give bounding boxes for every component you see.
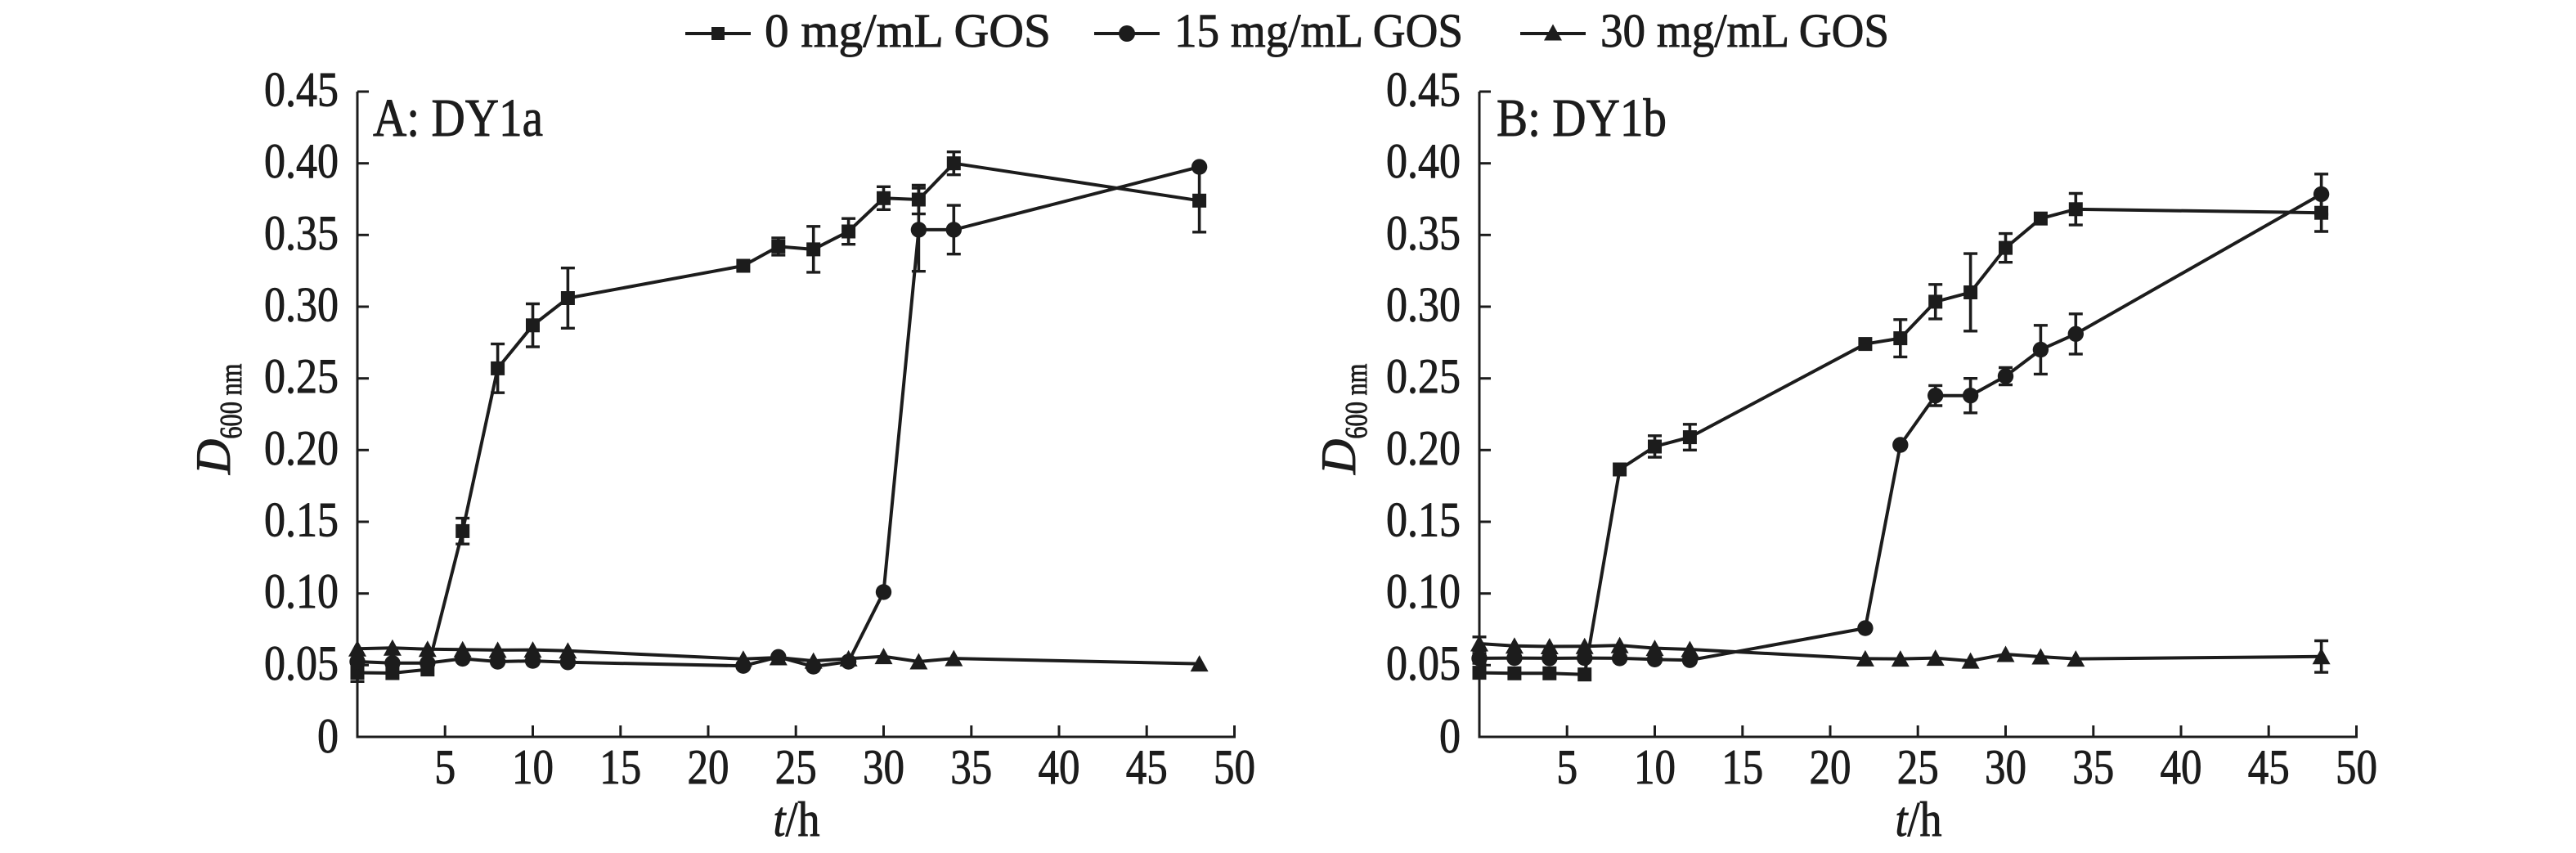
- svg-text:35: 35: [950, 740, 992, 794]
- svg-text:15 mg/mL GOS: 15 mg/mL GOS: [1174, 4, 1463, 57]
- svg-text:30 mg/mL GOS: 30 mg/mL GOS: [1600, 4, 1889, 57]
- svg-text:0.05: 0.05: [1386, 636, 1461, 690]
- svg-text:10: 10: [1634, 740, 1676, 794]
- svg-text:0.05: 0.05: [264, 636, 339, 690]
- svg-text:20: 20: [1810, 740, 1851, 794]
- svg-text:30: 30: [863, 740, 904, 794]
- svg-text:D600 nm: D600 nm: [1312, 364, 1374, 475]
- svg-text:D600 nm: D600 nm: [186, 364, 249, 475]
- svg-text:0.35: 0.35: [1386, 206, 1461, 260]
- svg-text:0.15: 0.15: [1386, 493, 1461, 547]
- svg-text:35: 35: [2072, 740, 2114, 794]
- svg-text:0: 0: [1439, 709, 1461, 763]
- svg-text:0.30: 0.30: [1386, 278, 1461, 332]
- svg-text:15: 15: [599, 740, 641, 794]
- svg-text:40: 40: [2161, 740, 2202, 794]
- svg-text:10: 10: [512, 740, 554, 794]
- svg-text:25: 25: [1897, 740, 1939, 794]
- svg-text:0.45: 0.45: [1386, 63, 1461, 117]
- svg-text:t/h: t/h: [1896, 792, 1942, 846]
- svg-text:0.40: 0.40: [264, 134, 339, 188]
- svg-text:0.35: 0.35: [264, 206, 339, 260]
- svg-text:5: 5: [1556, 740, 1577, 794]
- svg-text:5: 5: [434, 740, 456, 794]
- svg-text:0.15: 0.15: [264, 493, 339, 547]
- svg-text:0 mg/mL GOS: 0 mg/mL GOS: [765, 4, 1051, 57]
- svg-text:25: 25: [775, 740, 817, 794]
- svg-text:0.40: 0.40: [1386, 134, 1461, 188]
- svg-text:A: DY1a: A: DY1a: [373, 88, 543, 148]
- svg-text:0.10: 0.10: [264, 564, 339, 618]
- svg-text:t/h: t/h: [774, 792, 820, 846]
- svg-text:50: 50: [2336, 740, 2377, 794]
- svg-text:20: 20: [688, 740, 729, 794]
- svg-text:40: 40: [1039, 740, 1080, 794]
- svg-text:45: 45: [2248, 740, 2290, 794]
- svg-text:0.20: 0.20: [1386, 421, 1461, 475]
- svg-text:0.30: 0.30: [264, 278, 339, 332]
- svg-text:0.25: 0.25: [264, 349, 339, 403]
- svg-text:0: 0: [317, 709, 339, 763]
- svg-text:0.10: 0.10: [1386, 564, 1461, 618]
- svg-text:30: 30: [1985, 740, 2026, 794]
- svg-text:0.20: 0.20: [264, 421, 339, 475]
- svg-text:0.25: 0.25: [1386, 349, 1461, 403]
- svg-text:15: 15: [1721, 740, 1763, 794]
- svg-text:0.45: 0.45: [264, 63, 339, 117]
- svg-text:B: DY1b: B: DY1b: [1497, 88, 1667, 148]
- svg-text:50: 50: [1214, 740, 1255, 794]
- svg-text:45: 45: [1126, 740, 1168, 794]
